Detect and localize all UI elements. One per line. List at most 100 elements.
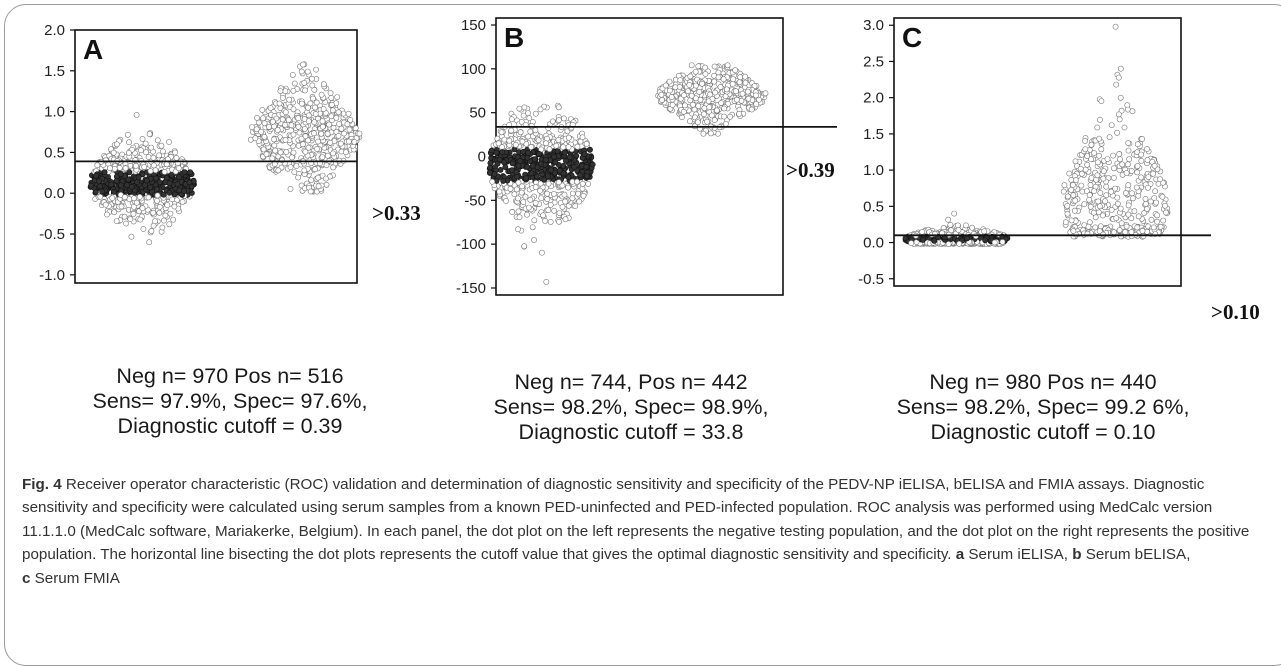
data-point bbox=[118, 182, 124, 189]
data-point bbox=[662, 82, 669, 89]
data-point bbox=[327, 90, 334, 96]
data-point bbox=[308, 177, 315, 183]
data-point bbox=[687, 73, 694, 80]
data-point bbox=[272, 147, 279, 154]
panel-letter: C bbox=[902, 22, 922, 53]
data-point bbox=[544, 190, 550, 197]
data-point bbox=[1062, 219, 1069, 226]
data-point bbox=[695, 63, 702, 70]
data-point bbox=[1113, 215, 1120, 222]
y-tick-label: 100 bbox=[461, 61, 486, 78]
data-point bbox=[525, 204, 532, 211]
data-point bbox=[945, 216, 952, 223]
data-point bbox=[328, 113, 335, 120]
data-point bbox=[102, 201, 109, 208]
data-point bbox=[1135, 213, 1142, 220]
panel-letter: B bbox=[504, 22, 524, 53]
data-point bbox=[305, 104, 311, 111]
data-point bbox=[489, 178, 496, 185]
data-point bbox=[356, 130, 363, 137]
data-point bbox=[117, 170, 124, 177]
data-point bbox=[730, 76, 736, 83]
data-point bbox=[335, 132, 342, 139]
y-tick-label: 0 bbox=[478, 149, 486, 166]
y-tick-label: -50 bbox=[464, 192, 486, 209]
y-tick-label: 3.0 bbox=[863, 17, 884, 34]
data-point bbox=[111, 165, 118, 172]
data-point bbox=[146, 239, 153, 246]
data-point bbox=[1060, 188, 1067, 195]
data-point bbox=[551, 153, 557, 160]
data-point bbox=[1141, 210, 1148, 216]
data-point bbox=[273, 115, 280, 122]
data-point bbox=[1116, 151, 1123, 157]
data-point bbox=[301, 125, 308, 132]
data-point bbox=[288, 122, 295, 129]
data-point bbox=[981, 228, 988, 235]
data-point bbox=[139, 205, 146, 212]
data-point bbox=[158, 142, 165, 149]
data-point bbox=[154, 197, 160, 204]
data-point bbox=[150, 222, 157, 229]
data-point bbox=[586, 146, 593, 153]
y-tick-label: 2.5 bbox=[863, 53, 884, 70]
data-point bbox=[1150, 224, 1157, 231]
data-point bbox=[520, 199, 527, 205]
data-point bbox=[274, 127, 281, 133]
data-point bbox=[347, 117, 354, 123]
data-point bbox=[160, 217, 167, 224]
data-point bbox=[337, 140, 344, 147]
data-point bbox=[258, 128, 265, 135]
data-point bbox=[1070, 192, 1077, 199]
data-point bbox=[174, 181, 181, 188]
data-point bbox=[685, 88, 691, 94]
data-point bbox=[1082, 137, 1088, 144]
data-point bbox=[121, 213, 128, 220]
data-point bbox=[320, 81, 327, 88]
data-point bbox=[574, 143, 581, 150]
data-point bbox=[1091, 150, 1097, 156]
panel-a-plot: 2.0 1.5 1.0 0.5 0.0 -0.5 -1.0 A bbox=[39, 22, 363, 284]
data-point bbox=[508, 127, 515, 134]
data-point bbox=[686, 82, 693, 88]
data-point bbox=[721, 113, 727, 120]
data-point bbox=[109, 195, 116, 201]
data-point bbox=[1095, 198, 1102, 205]
data-point bbox=[101, 169, 108, 175]
data-point bbox=[128, 183, 135, 190]
data-point bbox=[745, 95, 752, 102]
data-point bbox=[1084, 161, 1091, 168]
data-point bbox=[140, 226, 147, 232]
data-point bbox=[295, 174, 301, 181]
data-point bbox=[1091, 188, 1097, 194]
data-point bbox=[127, 216, 134, 222]
data-point bbox=[544, 173, 551, 179]
data-point bbox=[312, 111, 319, 117]
data-point bbox=[311, 119, 318, 126]
data-point bbox=[711, 117, 718, 123]
data-point bbox=[518, 119, 525, 125]
caption-c-letter: c bbox=[22, 569, 31, 587]
data-point bbox=[341, 130, 347, 137]
data-point bbox=[1082, 146, 1089, 153]
data-point bbox=[565, 144, 572, 150]
data-point bbox=[707, 91, 713, 98]
data-point bbox=[711, 78, 718, 85]
data-point bbox=[1114, 129, 1120, 136]
data-point bbox=[295, 115, 302, 121]
data-point bbox=[737, 74, 744, 81]
panel-letter: A bbox=[83, 34, 103, 65]
data-point bbox=[1147, 198, 1154, 205]
data-point bbox=[154, 137, 161, 144]
data-point bbox=[345, 110, 352, 117]
data-point bbox=[126, 169, 133, 176]
data-point bbox=[720, 76, 727, 83]
data-point bbox=[1092, 224, 1099, 231]
data-point bbox=[711, 63, 718, 70]
data-point bbox=[159, 148, 166, 155]
panel-a-stats-line: Sens= 97.9%, Spec= 97.6%, bbox=[92, 389, 368, 413]
data-point bbox=[658, 91, 665, 98]
data-point bbox=[537, 187, 543, 194]
data-point bbox=[1064, 210, 1071, 217]
data-point bbox=[125, 131, 131, 138]
